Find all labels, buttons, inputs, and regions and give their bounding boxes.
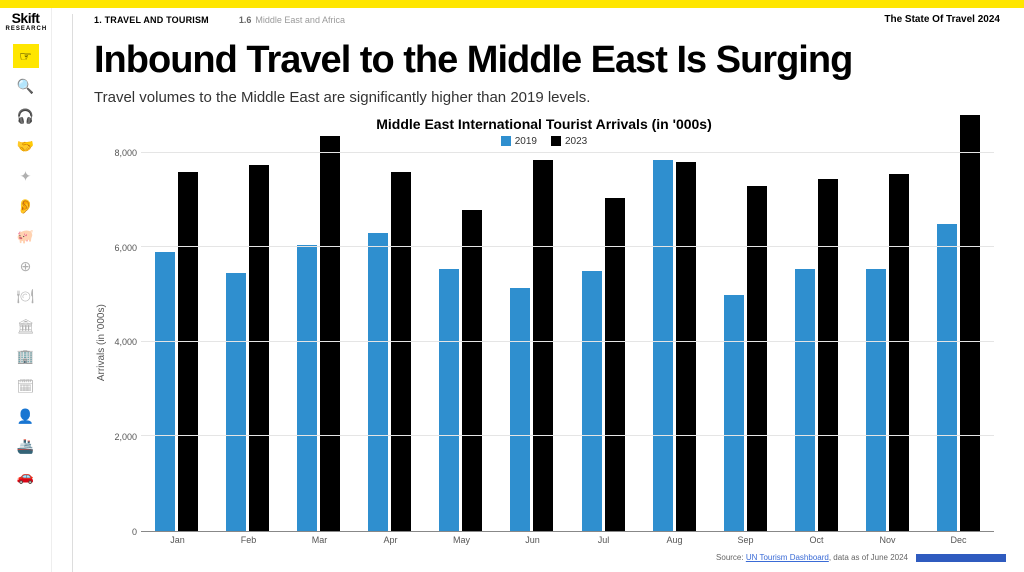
x-tick-label: Sep xyxy=(710,532,781,545)
bar-2023 xyxy=(249,165,269,531)
car-icon[interactable]: 🚗 xyxy=(13,464,39,488)
footer: Source: UN Tourism Dashboard, data as of… xyxy=(64,549,1024,572)
page-root: Skift RESEARCH ☞ 🔍 🎧 🤝 ✦ 👂 🐖 ⊕ 🍽 🏛 🏢 🗓 👤 🚢 🚗 1. TRAVEL… xyxy=(0,0,1024,572)
headset-icon[interactable]: 🎧 xyxy=(13,104,39,128)
bar-2023 xyxy=(818,179,838,531)
chart-body: Arrivals (in '000s) 02,0004,0006,0008,00… xyxy=(94,153,994,532)
legend-swatch xyxy=(501,136,511,146)
building-icon[interactable]: 🏢 xyxy=(13,344,39,368)
legend-item: 2023 xyxy=(551,136,587,147)
bar-2023 xyxy=(462,210,482,531)
y-axis: 02,0004,0006,0008,000 xyxy=(107,153,141,532)
chart-plot-area xyxy=(141,153,994,532)
x-tick-label: Jun xyxy=(497,532,568,545)
bar-2023 xyxy=(605,198,625,531)
x-tick-label: Feb xyxy=(213,532,284,545)
brand-logo: Skift RESEARCH xyxy=(6,10,46,32)
bar-2023 xyxy=(960,115,980,531)
y-tick-label: 0 xyxy=(103,527,137,537)
gridline xyxy=(141,246,994,247)
header-left: 1. TRAVEL AND TOURISM 1.6Middle East and… xyxy=(94,15,345,25)
source-suffix: , data as of June 2024 xyxy=(829,553,908,562)
hand-icon[interactable]: ☞ xyxy=(13,44,39,68)
bar-2019 xyxy=(866,269,886,531)
ship-icon[interactable]: 🚢 xyxy=(13,434,39,458)
y-tick-label: 2,000 xyxy=(103,432,137,442)
chart-title: Middle East International Tourist Arriva… xyxy=(94,116,994,132)
person-icon[interactable]: 👤 xyxy=(13,404,39,428)
y-tick-label: 8,000 xyxy=(103,148,137,158)
x-tick-label: Nov xyxy=(852,532,923,545)
legend-swatch xyxy=(551,136,561,146)
bar-2019 xyxy=(582,271,602,531)
subsection-text: Middle East and Africa xyxy=(255,15,345,25)
logo-subtext: RESEARCH xyxy=(6,26,46,32)
page-subheadline: Travel volumes to the Middle East are si… xyxy=(64,87,1024,116)
bar-2019 xyxy=(155,252,175,531)
bar-2023 xyxy=(320,136,340,531)
wand-icon[interactable]: ✦ xyxy=(13,164,39,188)
legend-label: 2023 xyxy=(565,136,587,147)
sidebar: Skift RESEARCH ☞ 🔍 🎧 🤝 ✦ 👂 🐖 ⊕ 🍽 🏛 🏢 🗓 👤 🚢 🚗 xyxy=(0,0,52,572)
temple-icon[interactable]: 🏛 xyxy=(13,314,39,338)
source-link[interactable]: UN Tourism Dashboard xyxy=(746,553,829,562)
ear-icon[interactable]: 👂 xyxy=(13,194,39,218)
section-label: 1. TRAVEL AND TOURISM xyxy=(94,15,209,25)
gridline xyxy=(141,341,994,342)
source-prefix: Source: xyxy=(716,553,746,562)
bar-2023 xyxy=(889,174,909,531)
bar-2023 xyxy=(178,172,198,531)
x-tick-label: May xyxy=(426,532,497,545)
vertical-divider xyxy=(72,14,73,572)
chart-legend: 2019 2023 xyxy=(94,136,994,147)
bar-2023 xyxy=(676,162,696,531)
bar-2019 xyxy=(297,245,317,531)
x-tick-label: Dec xyxy=(923,532,994,545)
x-tick-label: Jan xyxy=(142,532,213,545)
gridline xyxy=(141,435,994,436)
search-icon[interactable]: 🔍 xyxy=(13,74,39,98)
bar-2019 xyxy=(226,273,246,531)
handshake-icon[interactable]: 🤝 xyxy=(13,134,39,158)
bar-2023 xyxy=(747,186,767,531)
page-headline: Inbound Travel to the Middle East Is Sur… xyxy=(64,31,1024,87)
x-tick-label: Mar xyxy=(284,532,355,545)
bar-2019 xyxy=(724,295,744,531)
bar-2019 xyxy=(795,269,815,531)
dish-icon[interactable]: 🍽 xyxy=(13,284,39,308)
header-row: 1. TRAVEL AND TOURISM 1.6Middle East and… xyxy=(64,0,1024,31)
x-axis: JanFebMarAprMayJunJulAugSepOctNovDec xyxy=(94,532,994,545)
subsection-label: 1.6Middle East and Africa xyxy=(239,15,345,25)
logo-text: Skift xyxy=(6,10,46,26)
bar-2019 xyxy=(937,224,957,531)
y-tick-label: 6,000 xyxy=(103,243,137,253)
chart-container: Middle East International Tourist Arriva… xyxy=(64,116,1024,549)
piggy-icon[interactable]: 🐖 xyxy=(13,224,39,248)
calendar-icon[interactable]: 🗓 xyxy=(13,374,39,398)
x-tick-label: Jul xyxy=(568,532,639,545)
x-tick-label: Aug xyxy=(639,532,710,545)
bar-2019 xyxy=(439,269,459,531)
source-citation: Source: UN Tourism Dashboard, data as of… xyxy=(716,553,908,562)
main-content: 1. TRAVEL AND TOURISM 1.6Middle East and… xyxy=(52,0,1024,572)
gridline xyxy=(141,152,994,153)
bar-2019 xyxy=(653,160,673,531)
subsection-number: 1.6 xyxy=(239,15,252,25)
report-title: The State Of Travel 2024 xyxy=(884,14,1000,25)
x-tick-label: Oct xyxy=(781,532,852,545)
bar-2023 xyxy=(533,160,553,531)
globe-icon[interactable]: ⊕ xyxy=(13,254,39,278)
y-tick-label: 4,000 xyxy=(103,337,137,347)
legend-label: 2019 xyxy=(515,136,537,147)
bar-2019 xyxy=(510,288,530,531)
bar-2019 xyxy=(368,233,388,531)
footer-accent-bar xyxy=(916,554,1006,562)
legend-item: 2019 xyxy=(501,136,537,147)
bar-2023 xyxy=(391,172,411,531)
x-tick-label: Apr xyxy=(355,532,426,545)
